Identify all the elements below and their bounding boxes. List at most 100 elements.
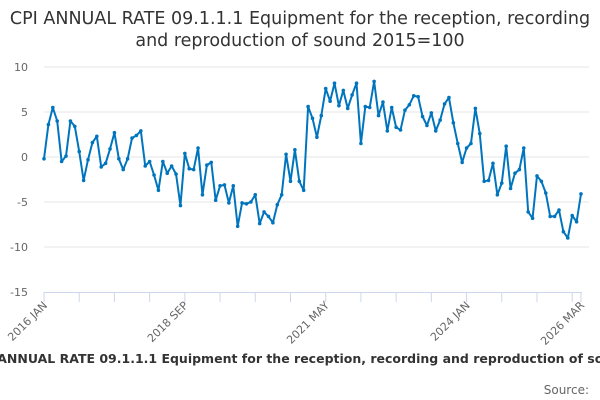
data-point — [130, 136, 134, 140]
data-point — [429, 111, 434, 115]
data-point — [477, 131, 482, 136]
data-point — [526, 210, 530, 214]
data-point — [121, 167, 126, 172]
data-point — [570, 213, 574, 218]
data-point — [271, 220, 275, 225]
data-point — [367, 105, 372, 110]
data-point — [473, 106, 478, 111]
data-point — [539, 179, 544, 184]
data-point — [543, 191, 548, 195]
data-point — [174, 172, 178, 176]
data-point — [279, 193, 284, 197]
data-point — [257, 221, 262, 226]
data-point — [288, 179, 293, 184]
data-point — [240, 201, 244, 205]
data-point — [297, 179, 302, 184]
data-point — [165, 171, 170, 175]
data-point — [350, 93, 354, 97]
data-point — [451, 121, 456, 125]
data-point — [81, 178, 86, 183]
data-point — [491, 161, 495, 166]
data-point — [499, 181, 504, 185]
data-point — [565, 236, 570, 240]
data-point — [552, 214, 557, 219]
data-point — [143, 164, 148, 168]
data-point — [249, 200, 253, 204]
data-point — [73, 124, 77, 129]
data-point — [227, 201, 231, 205]
data-point — [218, 184, 222, 188]
data-point — [504, 144, 508, 148]
data-point — [191, 167, 196, 172]
data-point — [407, 103, 412, 107]
y-tick-label: -10 — [10, 241, 28, 254]
data-point — [337, 103, 341, 108]
y-tick-label: 10 — [14, 61, 28, 74]
data-point — [319, 113, 324, 118]
data-point — [253, 193, 258, 197]
x-tick-label: 2024 JAN — [428, 299, 473, 344]
y-tick-label: -15 — [10, 286, 28, 299]
data-point — [416, 94, 420, 99]
data-point — [389, 105, 394, 110]
data-point — [521, 146, 526, 150]
data-point — [46, 122, 51, 127]
data-point — [469, 141, 473, 146]
data-point — [315, 135, 319, 139]
data-point — [425, 123, 429, 128]
data-point — [394, 125, 398, 130]
data-point — [51, 105, 55, 110]
data-point — [517, 167, 522, 172]
data-point — [332, 81, 337, 85]
data-point — [306, 104, 310, 109]
data-point — [284, 152, 288, 157]
data-point — [117, 157, 121, 161]
data-point — [460, 160, 464, 165]
data-point — [156, 188, 161, 193]
data-point — [535, 174, 539, 178]
data-point — [420, 114, 425, 119]
data-point — [90, 140, 95, 145]
data-point — [513, 171, 517, 175]
legend-item[interactable]: CPI ANNUAL RATE 09.1.1.1 Equipment for t… — [0, 351, 600, 366]
data-point — [209, 160, 214, 165]
data-point — [95, 134, 99, 139]
data-point — [464, 146, 469, 150]
data-point — [579, 192, 583, 196]
data-point — [363, 104, 368, 109]
data-point — [68, 119, 73, 123]
chart-title: CPI ANNUAL RATE 09.1.1.1 Equipment for t… — [9, 9, 591, 51]
data-point — [381, 100, 385, 104]
data-point — [169, 164, 174, 168]
data-point — [200, 193, 205, 197]
data-point — [161, 159, 165, 164]
data-point — [328, 99, 332, 103]
data-point — [125, 157, 130, 161]
data-point — [222, 183, 227, 187]
y-tick-label: 0 — [21, 151, 28, 164]
data-point — [42, 157, 46, 161]
x-tick-label: 2016 JAN — [5, 299, 50, 344]
data-point — [244, 202, 249, 206]
data-point — [438, 118, 442, 122]
data-point — [301, 188, 306, 193]
data-point — [183, 151, 187, 156]
data-point — [213, 198, 218, 202]
data-point — [187, 166, 192, 171]
data-point — [178, 203, 183, 208]
data-point — [372, 79, 376, 84]
data-point — [486, 178, 491, 183]
data-point — [147, 159, 152, 164]
data-point — [59, 159, 64, 164]
data-point — [310, 116, 315, 121]
data-point — [99, 165, 104, 169]
data-point — [385, 129, 390, 133]
data-point — [86, 157, 90, 162]
data-point — [354, 81, 359, 85]
series-line — [43, 80, 582, 239]
data-point — [442, 102, 447, 106]
data-point — [495, 193, 500, 197]
data-point — [139, 129, 143, 133]
y-tick-label: 5 — [21, 106, 28, 119]
